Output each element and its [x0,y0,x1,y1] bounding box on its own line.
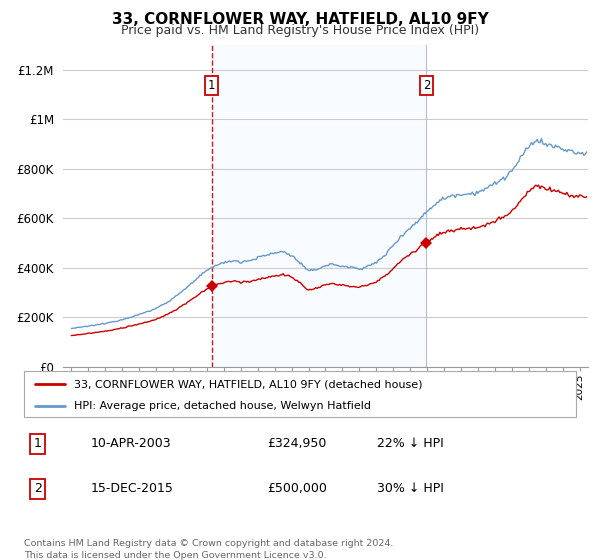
Text: £324,950: £324,950 [267,437,326,450]
Text: 1: 1 [208,78,215,91]
Text: Contains HM Land Registry data © Crown copyright and database right 2024.
This d: Contains HM Land Registry data © Crown c… [24,539,394,559]
Text: 15-DEC-2015: 15-DEC-2015 [90,482,173,495]
Text: 1: 1 [34,437,42,450]
Text: 33, CORNFLOWER WAY, HATFIELD, AL10 9FY (detached house): 33, CORNFLOWER WAY, HATFIELD, AL10 9FY (… [74,379,422,389]
Text: 10-APR-2003: 10-APR-2003 [90,437,171,450]
Text: 22% ↓ HPI: 22% ↓ HPI [377,437,444,450]
Text: 2: 2 [422,78,430,91]
Text: Price paid vs. HM Land Registry's House Price Index (HPI): Price paid vs. HM Land Registry's House … [121,24,479,36]
Bar [212,45,427,367]
Text: 2: 2 [34,482,42,495]
Text: 33, CORNFLOWER WAY, HATFIELD, AL10 9FY: 33, CORNFLOWER WAY, HATFIELD, AL10 9FY [112,12,488,27]
Text: £500,000: £500,000 [267,482,327,495]
Text: HPI: Average price, detached house, Welwyn Hatfield: HPI: Average price, detached house, Welw… [74,401,371,410]
FancyBboxPatch shape [24,371,576,417]
Text: 30% ↓ HPI: 30% ↓ HPI [377,482,444,495]
